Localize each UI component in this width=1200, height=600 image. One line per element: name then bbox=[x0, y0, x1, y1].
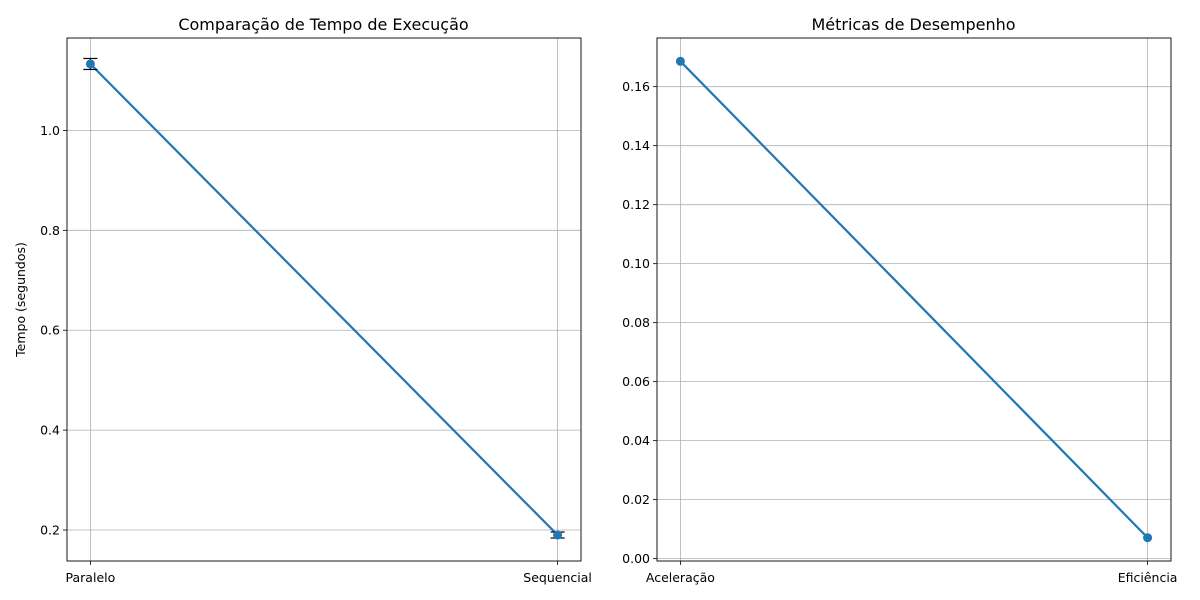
y-tick-label: 0.02 bbox=[622, 492, 650, 507]
y-tick-label: 0.6 bbox=[40, 323, 60, 338]
y-tick-label: 0.04 bbox=[622, 433, 650, 448]
data-point bbox=[1143, 533, 1153, 543]
y-tick-label: 0.00 bbox=[622, 551, 650, 566]
data-point bbox=[553, 530, 563, 540]
x-tick-label: Aceleração bbox=[646, 570, 715, 585]
data-point bbox=[85, 59, 95, 69]
y-tick-label: 0.2 bbox=[40, 523, 60, 538]
x-tick-label: Paralelo bbox=[66, 570, 116, 585]
y-tick-label: 0.8 bbox=[40, 223, 60, 238]
y-tick-label: 0.16 bbox=[622, 79, 650, 94]
y-tick-label: 0.14 bbox=[622, 138, 650, 153]
plot-frame bbox=[656, 37, 1172, 562]
data-point bbox=[675, 56, 685, 66]
x-tick-label: Eficiência bbox=[1118, 570, 1178, 585]
plot-frame bbox=[66, 37, 582, 562]
y-tick-label: 0.08 bbox=[622, 315, 650, 330]
series-line bbox=[89, 63, 559, 536]
y-tick-label: 0.4 bbox=[40, 423, 60, 438]
chart-title: Comparação de Tempo de Execução bbox=[178, 15, 468, 34]
y-axis-label: Tempo (segundos) bbox=[13, 242, 28, 358]
series-line bbox=[679, 60, 1149, 539]
y-tick-label: 1.0 bbox=[40, 123, 60, 138]
y-tick-label: 0.10 bbox=[622, 256, 650, 271]
chart-execution-time: Comparação de Tempo de Execução Tempo (s… bbox=[13, 15, 592, 585]
y-tick-label: 0.06 bbox=[622, 374, 650, 389]
chart-title: Métricas de Desempenho bbox=[811, 15, 1015, 34]
y-tick-label: 0.12 bbox=[622, 197, 650, 212]
x-tick-label: Sequencial bbox=[523, 570, 592, 585]
chart-performance-metrics: Métricas de Desempenho 0.00 0.02 0.04 0.06 0… bbox=[622, 15, 1177, 585]
